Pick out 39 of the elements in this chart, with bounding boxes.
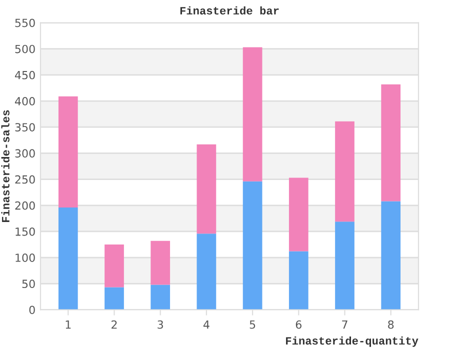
bar <box>335 121 354 222</box>
bar <box>150 240 170 285</box>
x-tick-label: 7 <box>342 320 348 329</box>
bar <box>242 47 262 182</box>
y-tick-label: 0 <box>29 306 35 314</box>
y-tick-label: 350 <box>15 123 35 132</box>
y-tick-label: 500 <box>15 44 35 54</box>
bar <box>288 251 308 310</box>
bar <box>104 244 124 288</box>
y-tick-label: 400 <box>14 97 35 106</box>
y-tick-label: 450 <box>14 70 35 80</box>
bar <box>335 222 354 310</box>
y-tick-label: 150 <box>16 227 35 236</box>
chart-title: Finasteride bar <box>180 6 279 15</box>
bar <box>58 207 78 310</box>
bar <box>288 178 308 252</box>
x-tick-label: 5 <box>250 320 256 329</box>
x-tick-label: 2 <box>112 320 117 329</box>
bar <box>381 84 401 202</box>
bar <box>104 287 124 310</box>
y-tick-label: 200 <box>15 201 35 210</box>
bar <box>196 144 216 234</box>
y-tick-label: 550 <box>15 18 35 28</box>
bar <box>242 181 262 310</box>
x-axis-title: Finasteride-quantity <box>286 336 418 347</box>
bar <box>381 201 401 310</box>
x-tick-label: 8 <box>388 320 394 329</box>
y-axis-title: Finasteride-sales <box>1 110 10 222</box>
bar <box>196 234 216 310</box>
y-tick-label: 250 <box>15 175 35 184</box>
x-tick-label: 3 <box>158 320 163 329</box>
x-tick-label: 4 <box>203 320 210 329</box>
y-tick-label: 100 <box>16 254 35 262</box>
y-tick-label: 50 <box>22 280 35 288</box>
x-tick-label: 6 <box>296 320 302 329</box>
y-tick-label: 300 <box>15 149 35 158</box>
bar <box>58 96 78 208</box>
x-tick-label: 1 <box>66 320 71 329</box>
bar <box>150 284 170 310</box>
